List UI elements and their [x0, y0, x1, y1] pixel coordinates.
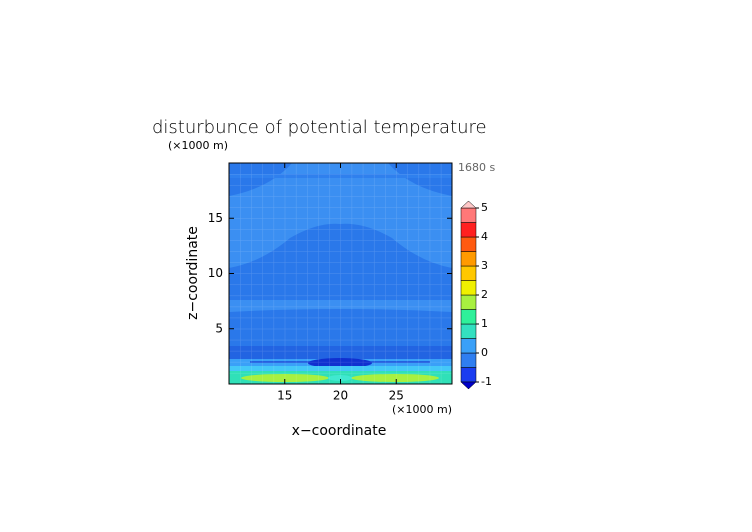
colorbar-tick-label: 2: [481, 288, 488, 301]
colorbar-band: [460, 323, 477, 339]
x-unit: (×1000 m): [392, 403, 452, 416]
colorbar-band: [460, 251, 477, 267]
colorbar-band: [460, 352, 477, 368]
colorbar-tick-label: 0: [481, 346, 488, 359]
colorbar-band: [460, 236, 477, 252]
y-tick-label: 10: [208, 266, 223, 280]
colorbar-band: [460, 280, 477, 296]
y-tick-label: 5: [215, 321, 223, 335]
y-tick-label: 15: [208, 211, 223, 225]
colorbar-tick-label: -1: [481, 375, 492, 388]
colorbar-band: [460, 265, 477, 281]
colorbar-under: [460, 381, 477, 390]
colorbar-band: [460, 338, 477, 354]
x-axis-label: x−coordinate: [292, 423, 387, 439]
x-tick-label: 20: [333, 389, 348, 403]
x-tick-label: 25: [389, 389, 404, 403]
colorbar-band: [460, 367, 477, 383]
colorbar-band: [460, 222, 477, 238]
y-axis-label: z−coordinate: [185, 226, 201, 320]
x-tick-label: 15: [277, 389, 292, 403]
colorbar-over: [460, 200, 477, 209]
chart-title: disturbunce of potential temperature: [152, 117, 487, 138]
colorbar-tick-label: 1: [481, 317, 488, 330]
colorbar-tick-label: 3: [481, 259, 488, 272]
time-label: 1680 s: [458, 161, 495, 174]
colorbar-band: [460, 294, 477, 310]
colorbar-tick-label: 4: [481, 230, 488, 243]
colorbar-band: [460, 207, 477, 223]
colorbar-tick-label: 5: [481, 201, 488, 214]
colorbar-band: [460, 309, 477, 325]
y-unit: (×1000 m): [168, 139, 228, 152]
contour-field: [229, 163, 452, 384]
